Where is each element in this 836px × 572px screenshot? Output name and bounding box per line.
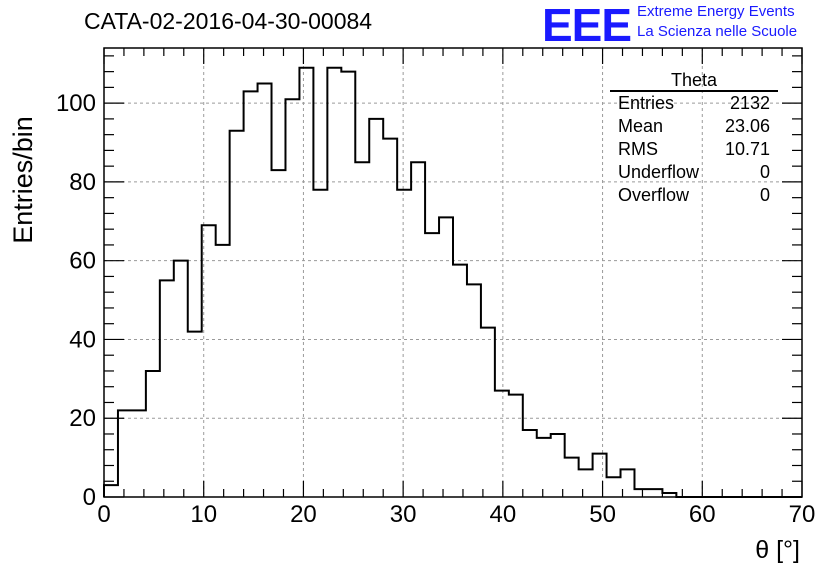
axis-ticks <box>103 48 803 498</box>
y-tick-label: 60 <box>69 248 96 275</box>
y-tick-label: 0 <box>83 484 96 511</box>
stats-title: Theta <box>610 70 778 92</box>
page-title: CATA-02-2016-04-30-00084 <box>84 8 373 34</box>
stats-box: Theta Entries 2132 Mean 23.06 RMS 10.71 Und… <box>610 70 778 207</box>
logo-text: Extreme Energy Events La Scienza nelle S… <box>637 2 797 42</box>
x-tick-label: 10 <box>190 501 217 528</box>
stats-row-overflow: Overflow 0 <box>610 184 778 207</box>
x-tick-label: 20 <box>290 501 317 528</box>
logo-line-2: La Scienza nelle Scuole <box>637 23 798 40</box>
y-tick-label: 40 <box>69 326 96 353</box>
stats-row-entries: Entries 2132 <box>610 92 778 115</box>
tick-labels: 0 10 20 30 40 50 60 70 0 20 40 60 80 100 <box>56 90 815 528</box>
x-tick-label: 30 <box>390 501 417 528</box>
x-axis-label: θ [°] <box>755 536 800 564</box>
stats-label: Entries <box>618 93 675 113</box>
stats-value: 0 <box>759 162 770 182</box>
stats-value: 10.71 <box>724 139 770 159</box>
stats-value: 2132 <box>729 93 770 113</box>
eee-logo: EEE <box>542 0 632 51</box>
stats-value: 23.06 <box>724 116 770 136</box>
y-axis-label: Entries/bin <box>8 116 38 244</box>
stats-row-rms: RMS 10.71 <box>610 138 778 161</box>
y-tick-label: 20 <box>69 405 96 432</box>
stats-row-underflow: Underflow 0 <box>610 161 778 184</box>
x-tick-label: 40 <box>490 501 517 528</box>
x-tick-label: 70 <box>789 501 816 528</box>
y-tick-label: 80 <box>69 169 96 196</box>
stats-label: Mean <box>618 116 664 136</box>
grid-lines <box>104 48 802 497</box>
x-tick-label: 50 <box>589 501 616 528</box>
y-tick-label: 100 <box>56 90 96 117</box>
stats-value: 0 <box>759 185 770 205</box>
x-tick-label: 60 <box>689 501 716 528</box>
stats-row-mean: Mean 23.06 <box>610 115 778 138</box>
histogram-line <box>103 66 802 498</box>
plot-frame <box>103 47 803 498</box>
x-tick-label: 0 <box>97 501 110 528</box>
stats-label: RMS <box>618 139 658 159</box>
stats-label: Underflow <box>618 162 700 182</box>
stats-label: Overflow <box>618 185 690 205</box>
logo-line-1: Extreme Energy Events <box>637 3 795 20</box>
